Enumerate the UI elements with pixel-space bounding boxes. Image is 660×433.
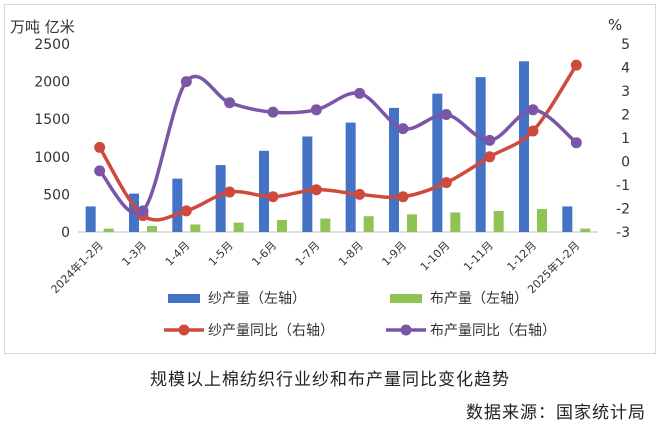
bar-cloth [233, 222, 244, 232]
x-tick-label: 1-8月 [336, 239, 366, 269]
right-tick-label: 1 [621, 131, 630, 147]
bar-cloth [277, 219, 287, 232]
x-tick-label: 1-11月 [461, 239, 496, 274]
right-tick-label: -1 [616, 178, 630, 194]
bar-yarn [562, 206, 573, 232]
point-yarn-yoy [527, 125, 539, 137]
bar-cloth [537, 209, 547, 232]
point-yarn-yoy [397, 191, 409, 203]
point-cloth-yoy [527, 104, 539, 116]
bar-cloth [493, 210, 504, 232]
bar-yarn [432, 93, 443, 232]
x-tick-label: 1-4月 [163, 239, 193, 269]
bar-yarn [519, 61, 529, 232]
legend-label: 布产量同比（右轴） [430, 323, 556, 339]
bar-yarn [389, 107, 399, 232]
legend-label: 布产量（左轴） [430, 291, 528, 307]
point-cloth-yoy [397, 123, 409, 135]
bar-yarn [302, 136, 313, 232]
right-axis-unit: % [608, 16, 622, 34]
legend-swatch [168, 294, 200, 303]
bar-cloth [407, 214, 417, 232]
right-tick-label: 5 [621, 37, 630, 53]
left-tick-label: 1000 [34, 150, 70, 166]
bar-cloth [190, 224, 201, 232]
line-yarn-yoy [98, 64, 578, 222]
x-tick-label: 1-6月 [249, 239, 279, 269]
point-cloth-yoy [137, 205, 149, 217]
bar-cloth [320, 218, 331, 232]
chart-frame [4, 4, 656, 354]
x-tick-label: 1-10月 [418, 239, 453, 274]
point-cloth-yoy [224, 97, 236, 109]
x-tick-label: 1-12月 [504, 239, 539, 274]
left-tick-label: 2500 [34, 37, 70, 53]
bar-yarn [215, 165, 226, 232]
left-tick-label: 2000 [34, 75, 70, 91]
left-tick-label: 500 [43, 187, 70, 203]
bar-cloth [450, 212, 461, 232]
x-tick-label: 1-7月 [293, 239, 323, 269]
right-tick-label: -2 [616, 202, 630, 218]
chart-caption-source: 数据来源：国家统计局 [466, 403, 646, 423]
point-yarn-yoy [94, 141, 106, 153]
right-tick-label: 4 [621, 61, 630, 77]
point-cloth-yoy [354, 87, 366, 99]
x-tick-label: 1-3月 [119, 239, 149, 269]
bar-yarn [259, 150, 269, 232]
bar-cloth [580, 228, 591, 232]
bar-cloth [363, 216, 374, 232]
right-tick-label: 0 [621, 155, 630, 171]
left-axis-unit: 万吨 亿米 [10, 18, 75, 36]
bar-yarn [475, 77, 486, 232]
point-yarn-yoy [224, 186, 236, 198]
legend-swatch [390, 294, 422, 303]
bar-yarn [345, 122, 356, 232]
bar-cloth [147, 225, 157, 232]
left-tick-label: 0 [61, 225, 70, 241]
point-yarn-yoy [310, 184, 322, 196]
legend-marker [178, 324, 190, 336]
right-tick-label: 3 [621, 84, 630, 100]
point-yarn-yoy [180, 205, 192, 217]
x-tick-label: 2024年1-2月 [48, 238, 106, 296]
point-yarn-yoy [267, 191, 279, 203]
legend-label: 纱产量（左轴） [208, 291, 306, 307]
legend-marker [400, 324, 412, 336]
point-cloth-yoy [267, 106, 279, 118]
point-cloth-yoy [570, 137, 582, 149]
right-tick-label: -3 [616, 225, 630, 241]
point-yarn-yoy [440, 177, 452, 189]
point-cloth-yoy [484, 134, 496, 146]
point-cloth-yoy [310, 104, 322, 116]
combo-chart: 万吨 亿米 % 0 500 1000 1500 2000 2500 -3 -2 -1 0 1 2 3 4 5 20… [10, 16, 630, 339]
legend-label: 纱产量同比（右轴） [208, 323, 334, 339]
point-cloth-yoy [180, 76, 192, 88]
chart-caption-title: 规模以上棉纺织行业纱和布产量同比变化趋势 [150, 370, 510, 390]
left-tick-label: 1500 [34, 112, 70, 128]
x-tick-label: 1-9月 [379, 239, 409, 269]
bar-yarn [172, 178, 183, 232]
bar-cloth [103, 228, 114, 232]
bar-yarn [85, 206, 96, 232]
right-tick-label: 2 [621, 108, 630, 124]
point-cloth-yoy [440, 109, 452, 120]
point-yarn-yoy [354, 188, 366, 200]
point-cloth-yoy [94, 165, 106, 177]
point-yarn-yoy [484, 151, 496, 163]
x-tick-label: 1-5月 [206, 239, 236, 269]
point-yarn-yoy [570, 59, 582, 71]
